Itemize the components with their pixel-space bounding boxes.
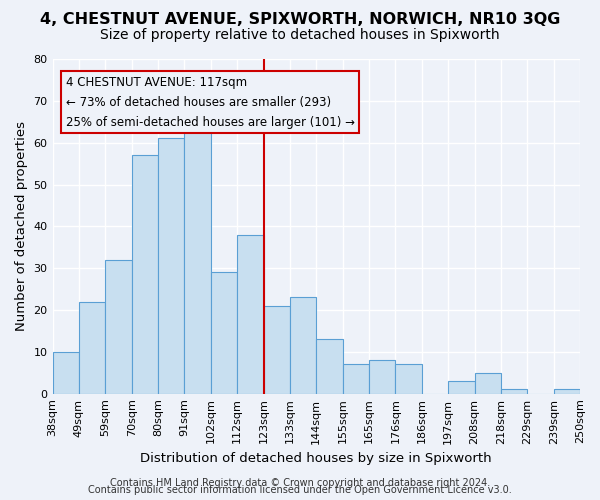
Text: Contains public sector information licensed under the Open Government Licence v3: Contains public sector information licen…	[88, 485, 512, 495]
Text: 4 CHESTNUT AVENUE: 117sqm
← 73% of detached houses are smaller (293)
25% of semi: 4 CHESTNUT AVENUE: 117sqm ← 73% of detac…	[66, 76, 355, 128]
Bar	[343, 364, 369, 394]
X-axis label: Distribution of detached houses by size in Spixworth: Distribution of detached houses by size …	[140, 452, 492, 465]
Bar	[211, 272, 237, 394]
Bar	[554, 390, 580, 394]
Bar	[316, 340, 343, 394]
Bar	[79, 302, 105, 394]
Bar	[263, 306, 290, 394]
Bar	[184, 126, 211, 394]
Bar	[53, 352, 79, 394]
Y-axis label: Number of detached properties: Number of detached properties	[15, 122, 28, 332]
Bar	[131, 155, 158, 394]
Bar	[369, 360, 395, 394]
Bar	[105, 260, 131, 394]
Text: 4, CHESTNUT AVENUE, SPIXWORTH, NORWICH, NR10 3QG: 4, CHESTNUT AVENUE, SPIXWORTH, NORWICH, …	[40, 12, 560, 28]
Bar	[395, 364, 422, 394]
Bar	[501, 390, 527, 394]
Bar	[237, 234, 263, 394]
Text: Size of property relative to detached houses in Spixworth: Size of property relative to detached ho…	[100, 28, 500, 42]
Bar	[158, 138, 184, 394]
Bar	[448, 381, 475, 394]
Text: Contains HM Land Registry data © Crown copyright and database right 2024.: Contains HM Land Registry data © Crown c…	[110, 478, 490, 488]
Bar	[475, 373, 501, 394]
Bar	[290, 298, 316, 394]
